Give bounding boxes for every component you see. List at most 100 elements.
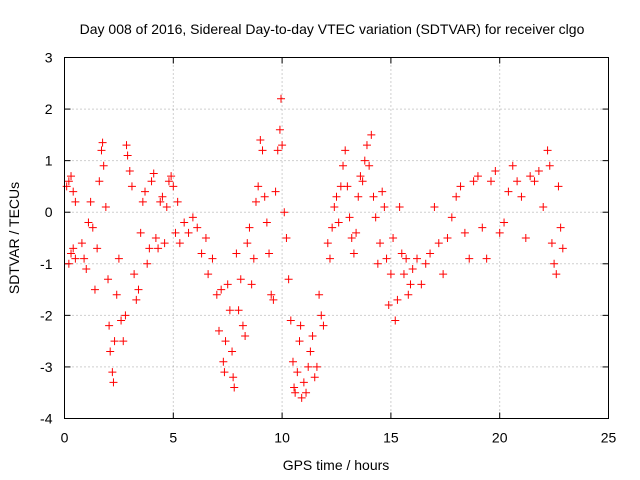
data-point (260, 192, 269, 201)
data-point (282, 234, 291, 242)
data-point (69, 187, 78, 196)
data-point (64, 259, 73, 268)
data-point (208, 254, 217, 263)
data-point (334, 218, 343, 227)
data-point (521, 234, 530, 242)
data-point (378, 187, 387, 196)
data-point (284, 275, 293, 284)
data-point (306, 347, 315, 356)
data-point (64, 177, 73, 186)
y-tick-label: 2 (45, 101, 53, 117)
data-point (160, 239, 169, 248)
data-point (265, 249, 274, 258)
data-point (406, 280, 415, 289)
data-point (343, 182, 352, 191)
data-point (254, 182, 263, 191)
data-point (325, 254, 334, 263)
data-point (297, 393, 306, 402)
data-point (269, 295, 278, 304)
data-point (304, 362, 313, 371)
data-point (256, 136, 265, 145)
data-point (402, 254, 411, 263)
data-point (184, 228, 193, 237)
data-point (123, 151, 132, 160)
data-point (249, 254, 258, 263)
data-point (547, 239, 556, 248)
data-point (365, 161, 374, 170)
data-point (286, 316, 295, 325)
data-point (293, 368, 302, 377)
data-point (395, 203, 404, 212)
data-point (349, 249, 358, 258)
data-point (104, 275, 113, 284)
data-point (258, 146, 267, 155)
data-point (278, 141, 287, 150)
data-point (67, 172, 76, 181)
data-point (550, 259, 559, 268)
data-point (147, 177, 156, 186)
data-point (539, 203, 548, 212)
data-point (386, 270, 395, 279)
data-point (545, 161, 554, 170)
data-point (243, 239, 252, 248)
data-point (404, 290, 413, 299)
data-point (110, 337, 119, 346)
data-point (136, 228, 145, 237)
data-point (122, 141, 131, 150)
data-point (288, 357, 297, 366)
data-point (245, 223, 254, 232)
data-point (534, 166, 543, 175)
data-point (67, 249, 76, 258)
data-point (88, 223, 97, 232)
data-point (97, 146, 106, 155)
grid-lines (64, 57, 609, 419)
data-point (228, 347, 237, 356)
data-point (369, 192, 378, 201)
data-point (558, 244, 567, 253)
data-point (500, 218, 509, 227)
data-point (130, 270, 139, 279)
data-point (223, 280, 232, 289)
data-point (434, 239, 443, 248)
data-point (367, 130, 376, 139)
data-point (225, 306, 234, 315)
data-point (291, 388, 300, 397)
data-point (526, 172, 535, 181)
data-point (447, 213, 456, 222)
data-point (332, 192, 341, 201)
x-axis-label: GPS time / hours (283, 457, 390, 473)
data-point (465, 254, 474, 263)
data-point (373, 259, 382, 268)
data-point (352, 228, 361, 237)
data-point (125, 166, 134, 175)
data-point (167, 172, 176, 181)
data-point (413, 254, 422, 263)
data-point (330, 203, 339, 212)
data-point (341, 146, 350, 155)
data-point (62, 182, 71, 191)
data-point (262, 218, 271, 227)
y-tick-label: -1 (40, 256, 53, 272)
data-point (362, 141, 371, 150)
data-point (275, 125, 284, 134)
data-point (212, 290, 221, 299)
data-point (267, 290, 276, 299)
y-tick-label: -3 (40, 359, 53, 375)
data-point (426, 249, 435, 258)
data-point (371, 213, 380, 222)
data-point (108, 368, 117, 377)
data-point (145, 244, 154, 253)
data-point (478, 223, 487, 232)
data-point (482, 254, 491, 263)
data-point (158, 192, 167, 201)
data-point (439, 270, 448, 279)
data-point (164, 177, 173, 186)
data-point (347, 234, 356, 242)
data-point (277, 94, 286, 103)
data-point (221, 337, 230, 346)
data-point (391, 316, 400, 325)
data-point (162, 203, 171, 212)
data-point (456, 182, 465, 191)
data-point (173, 197, 182, 206)
data-point (117, 316, 126, 325)
